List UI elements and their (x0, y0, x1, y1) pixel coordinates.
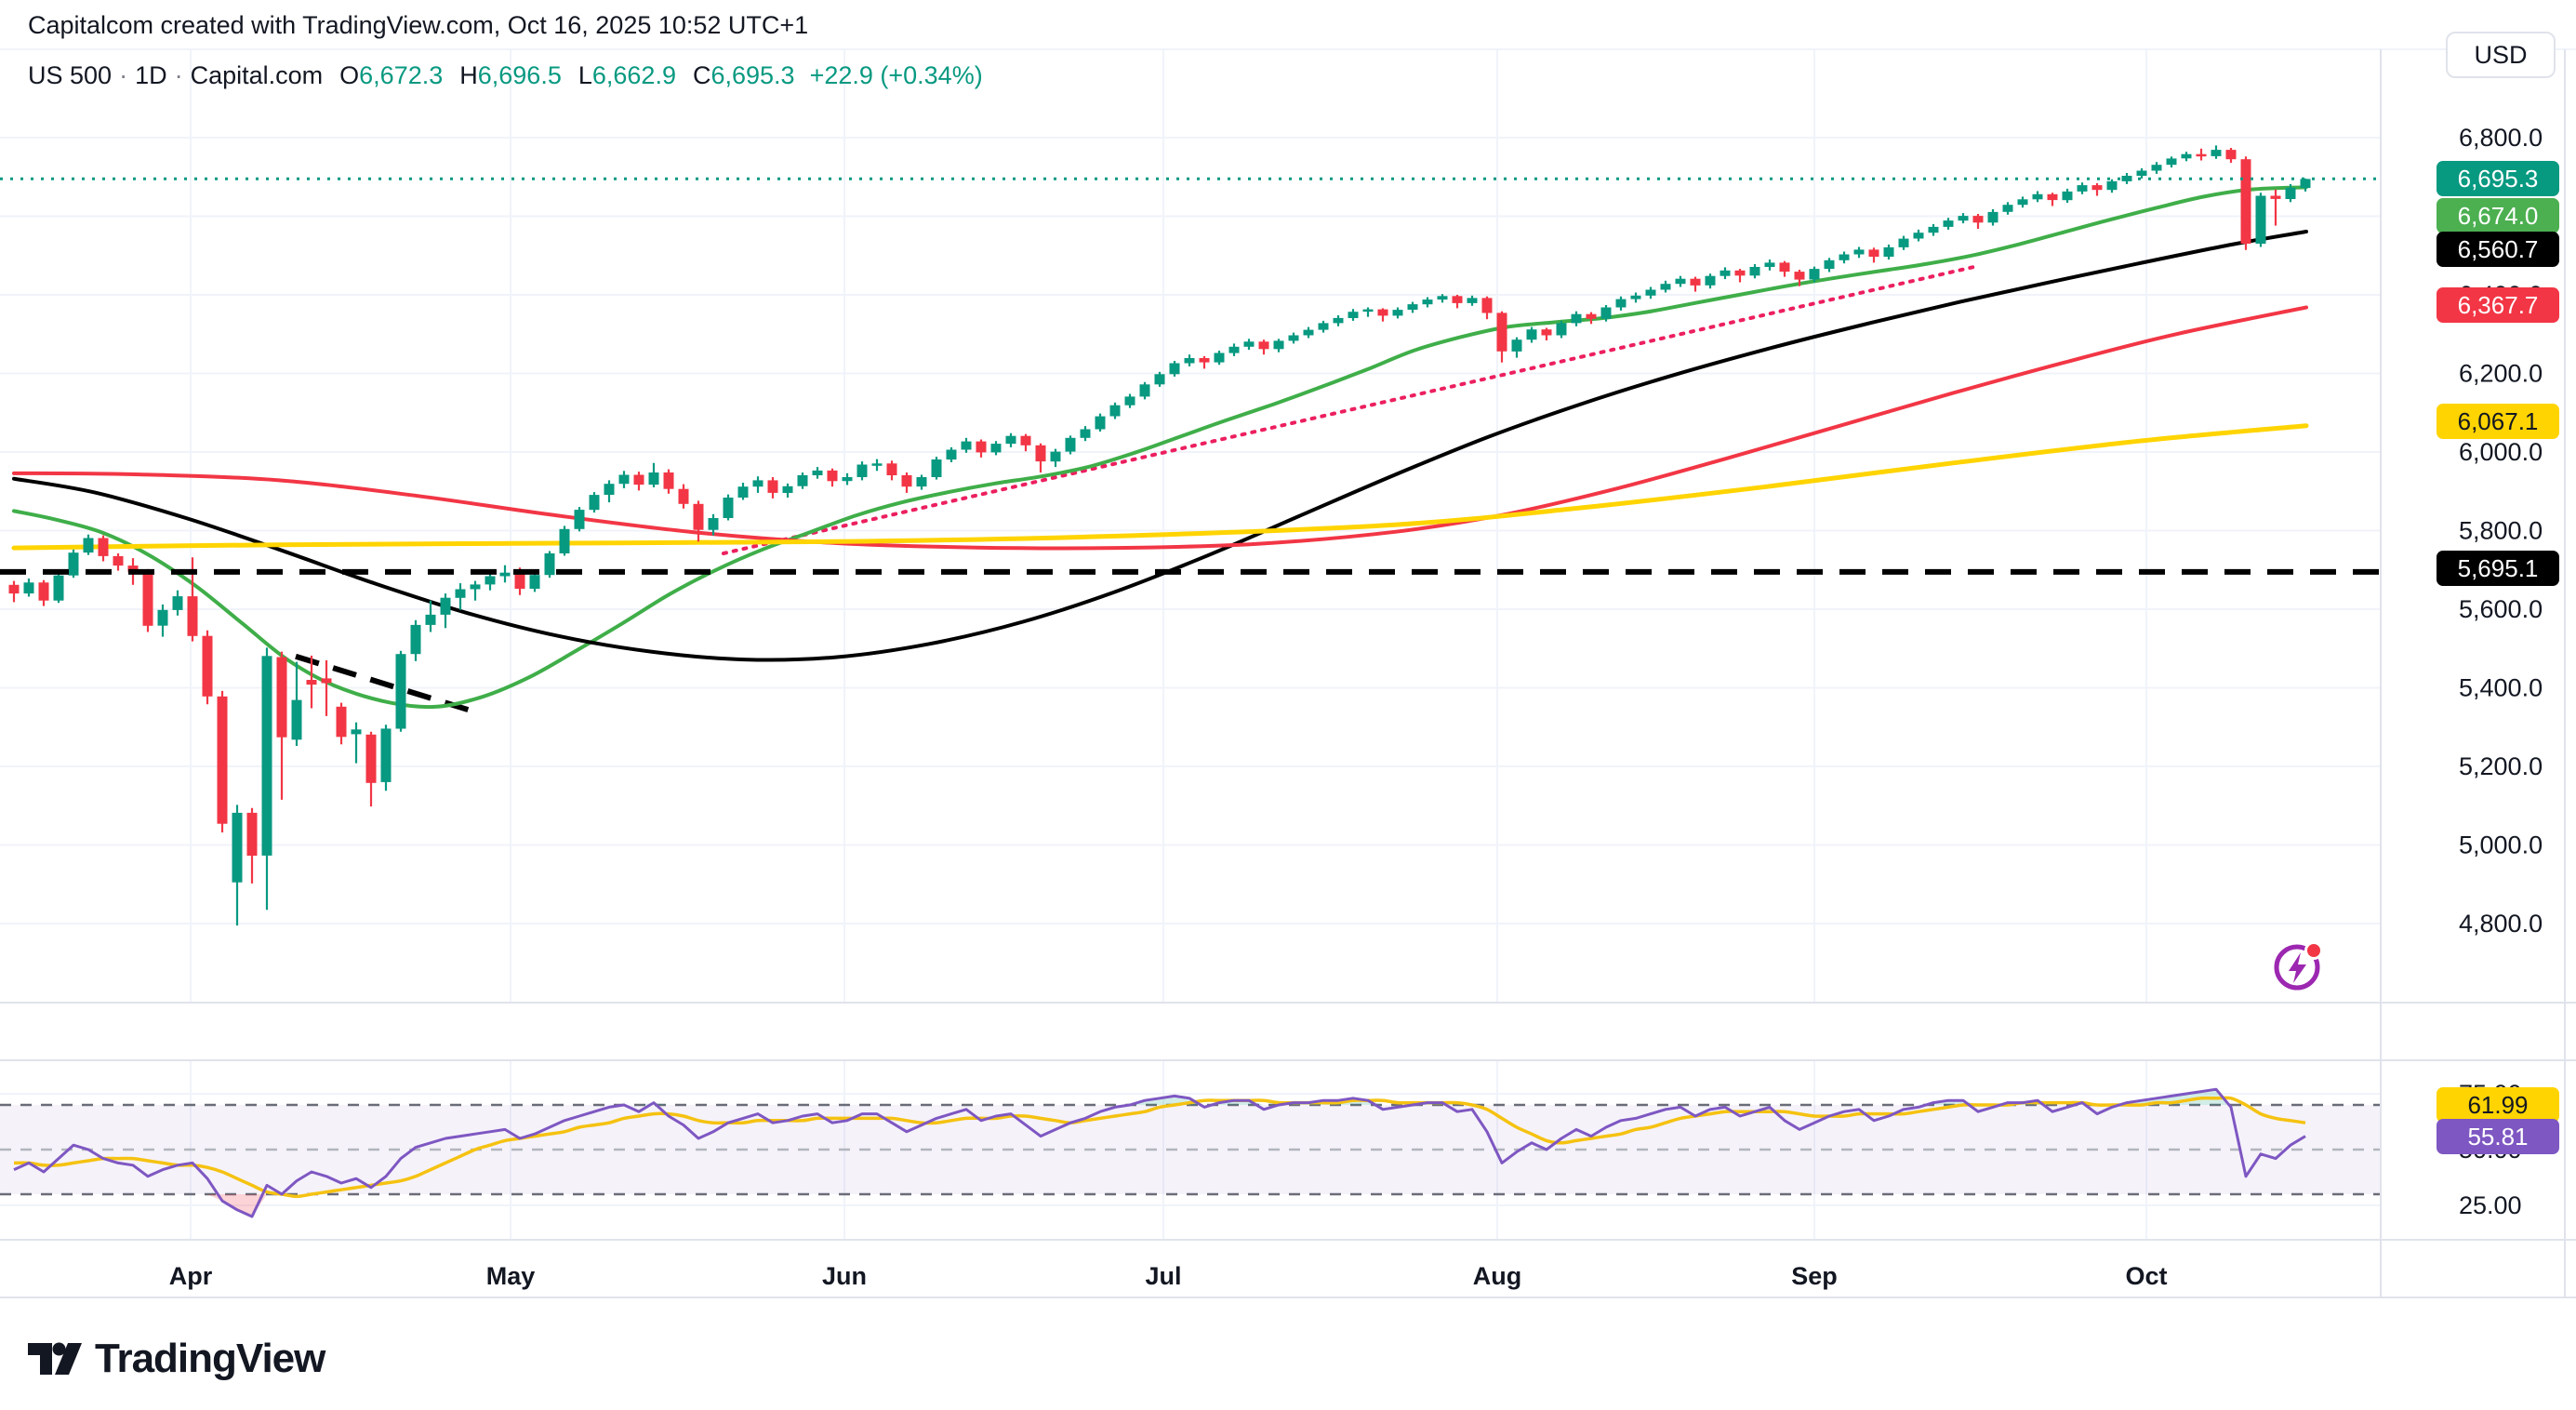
price-badge-text: 5,695.1 (2458, 554, 2539, 582)
price-badge (2437, 287, 2559, 323)
price-tick-label: 5,800.0 (2459, 517, 2543, 545)
price-tick-label: 6,000.0 (2459, 438, 2543, 466)
open-letter: O (339, 61, 360, 89)
high-letter: H (459, 61, 478, 89)
low-value: 6,662.9 (591, 61, 676, 89)
high-value: 6,696.5 (477, 61, 562, 89)
time-axis-month-label: Jul (1145, 1262, 1181, 1290)
price-badge (2437, 1087, 2559, 1123)
price-tick-label: 4,800.0 (2459, 910, 2543, 938)
time-axis-month-label: Apr (169, 1262, 213, 1290)
price-badge (2437, 1119, 2559, 1154)
time-axis-month-label: Sep (1791, 1262, 1838, 1290)
price-badge (2437, 232, 2559, 267)
tradingview-wordmark: TradingView (95, 1336, 325, 1381)
currency-button[interactable]: USD (2446, 32, 2556, 78)
price-tick-label: 5,400.0 (2459, 674, 2543, 702)
price-badge-text: 6,560.7 (2458, 235, 2539, 263)
rsi-tick-label: 25.00 (2459, 1191, 2522, 1219)
trendline (722, 263, 1981, 556)
price-badge (2437, 161, 2559, 196)
legend-separator: · (119, 61, 128, 89)
price-badge (2437, 551, 2559, 586)
quick-trade-button[interactable] (2270, 938, 2328, 996)
tradingview-logo[interactable]: TradingView (28, 1336, 325, 1382)
lightning-icon (2274, 941, 2323, 991)
low-letter: L (578, 61, 592, 89)
ma-fast-green-line (12, 185, 2308, 710)
ma-long-yellow-line (11, 423, 2309, 551)
time-axis-month-label: Oct (2125, 1262, 2167, 1290)
price-tick-label: 6,200.0 (2459, 360, 2543, 388)
notification-dot (2307, 944, 2320, 957)
rsi-overbought-fill (14, 1089, 2305, 1105)
legend-separator: · (174, 61, 183, 89)
ma-slow-red-line (12, 305, 2308, 551)
close-value: 6,695.3 (710, 61, 795, 89)
price-badge-text: 6,367.7 (2458, 291, 2539, 319)
tradingview-glyph-icon (28, 1342, 82, 1375)
price-tick-label: 5,200.0 (2459, 752, 2543, 780)
symbol-legend[interactable]: US 500 · 1D · Capital.com O6,672.3 H6,696.5 L6,… (28, 61, 983, 90)
time-axis-month-label: Jun (822, 1262, 867, 1290)
rsi-oversold-fill (14, 1194, 2305, 1217)
price-tick-label: 6,800.0 (2459, 124, 2543, 152)
trendline (295, 653, 471, 713)
price-badge (2437, 198, 2559, 233)
price-badge-text: 61.99 (2467, 1091, 2528, 1119)
time-axis-month-label: Aug (1473, 1262, 1521, 1290)
price-tick-label: 5,600.0 (2459, 595, 2543, 623)
price-badge-text: 6,695.3 (2458, 165, 2539, 193)
provider-label: Capital.com (190, 61, 324, 89)
rsi-ma-line (13, 1096, 2306, 1199)
change-value: +22.9 (+0.34%) (809, 61, 983, 89)
interval-label: 1D (135, 61, 167, 89)
close-letter: C (692, 61, 711, 89)
price-badge-text: 6,067.1 (2458, 407, 2539, 435)
time-axis-month-label: May (486, 1262, 536, 1290)
attribution-text: Capitalcom created with TradingView.com,… (28, 11, 809, 39)
candlestick-series[interactable] (8, 145, 2311, 926)
price-badge-text: 6,674.0 (2458, 202, 2539, 230)
rsi-line (13, 1087, 2306, 1218)
price-badge (2437, 404, 2559, 439)
price-badge-text: 55.81 (2467, 1123, 2528, 1151)
symbol-name: US 500 (28, 61, 113, 89)
price-tick-label: 5,000.0 (2459, 831, 2543, 859)
open-value: 6,672.3 (359, 61, 444, 89)
